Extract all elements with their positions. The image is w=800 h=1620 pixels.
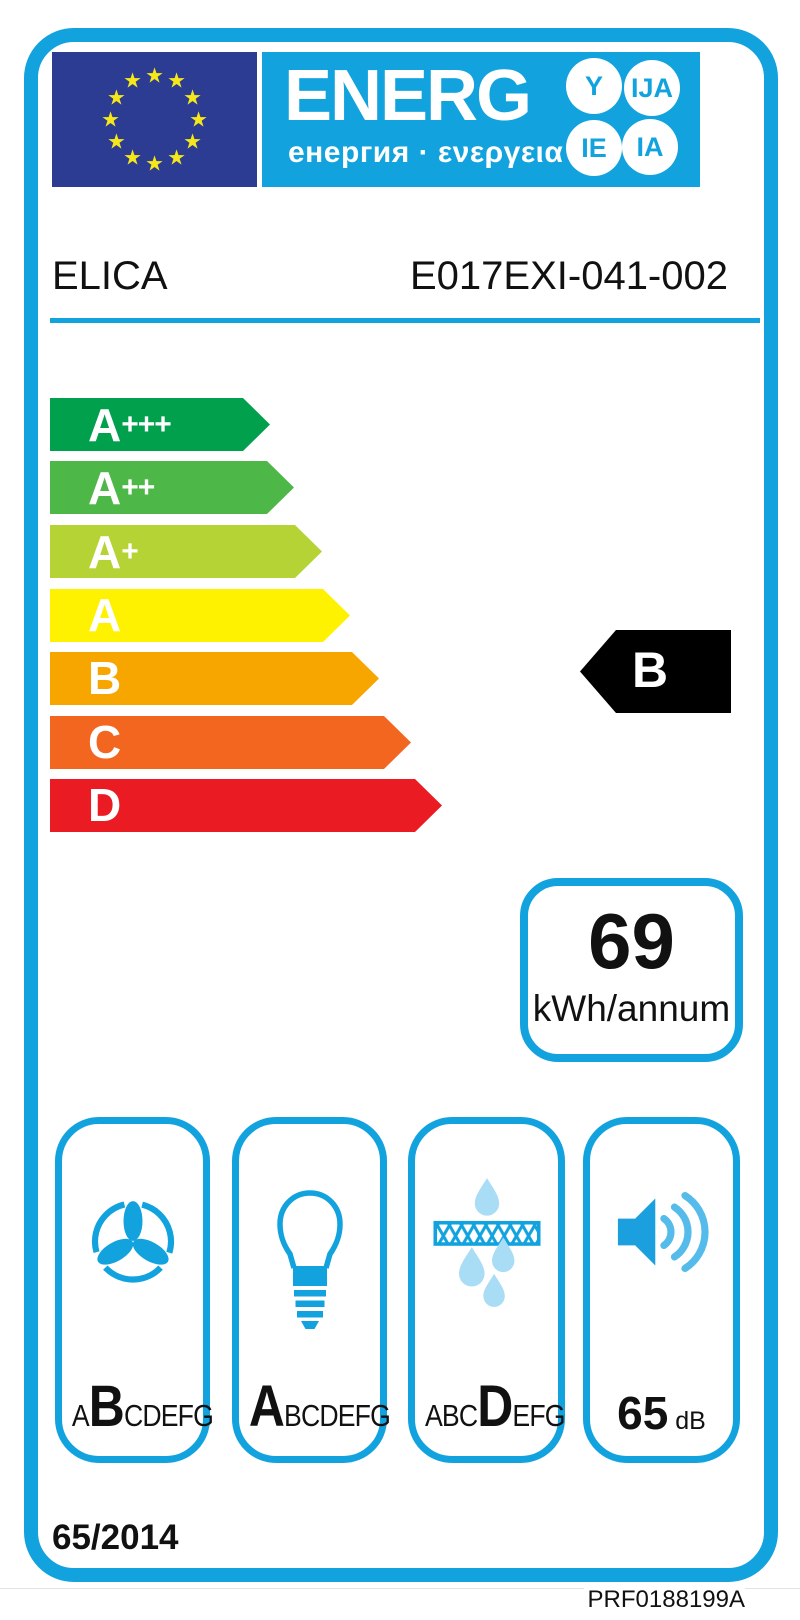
class-arrow-c: C — [50, 716, 411, 769]
eu-flag — [52, 52, 257, 187]
energ-suffix-circle-ija: IJA — [624, 60, 680, 116]
class-arrow-d: D — [50, 779, 442, 832]
class-arrow-a: A — [50, 589, 350, 642]
energy-label-border — [24, 28, 778, 1582]
grease-filter-icon — [432, 1178, 541, 1307]
header-divider — [50, 318, 760, 323]
light-bulb-icon — [276, 1190, 343, 1329]
energ-logo-banner: ENERG енергия · ενεργεια Y IJA IE IA — [262, 52, 700, 187]
annual-energy-box: 69 kWh/annum — [520, 878, 743, 1062]
class-arrow-a++: A++ — [50, 461, 294, 514]
annual-energy-unit: kWh/annum — [532, 988, 731, 1029]
grease-filtering-class: ABCDEFG — [425, 1374, 565, 1439]
fan-icon — [91, 1200, 174, 1283]
energ-suffix-circle-y: Y — [566, 58, 622, 114]
class-arrow-a+: A+ — [50, 525, 322, 578]
reference-code: PRF0188199A — [583, 1586, 745, 1614]
class-arrow-a+++: A+++ — [50, 398, 270, 451]
lighting-efficiency-box: ABCDEFG — [232, 1117, 391, 1463]
regulation-number: 65/2014 — [52, 1518, 179, 1557]
page-edge-line — [0, 1588, 800, 1589]
energ-subtitle: енергия · ενεργεια — [288, 136, 564, 169]
grease-filtering-box: ABCDEFG — [408, 1117, 566, 1463]
class-arrow-b: B — [50, 652, 379, 705]
lighting-efficiency-class: ABCDEFG — [248, 1374, 391, 1439]
noise-level-value: 65 dB — [617, 1387, 706, 1439]
noise-level-box: 65 dB — [583, 1117, 740, 1463]
energ-suffix-circle-ie: IE — [566, 120, 622, 176]
energ-suffix-circle-ia: IA — [622, 119, 678, 175]
model-number: E017EXI-041-002 — [409, 254, 728, 298]
fan-efficiency-box: ABCDEFG — [55, 1117, 214, 1463]
annual-energy-value: 69 — [588, 897, 675, 985]
rating-indicator-arrow: B — [580, 630, 731, 713]
brand-name: ELICA — [52, 254, 168, 298]
fan-efficiency-class: ABCDEFG — [71, 1374, 214, 1439]
speaker-icon — [617, 1191, 709, 1273]
energ-title: ENERG — [284, 56, 532, 136]
